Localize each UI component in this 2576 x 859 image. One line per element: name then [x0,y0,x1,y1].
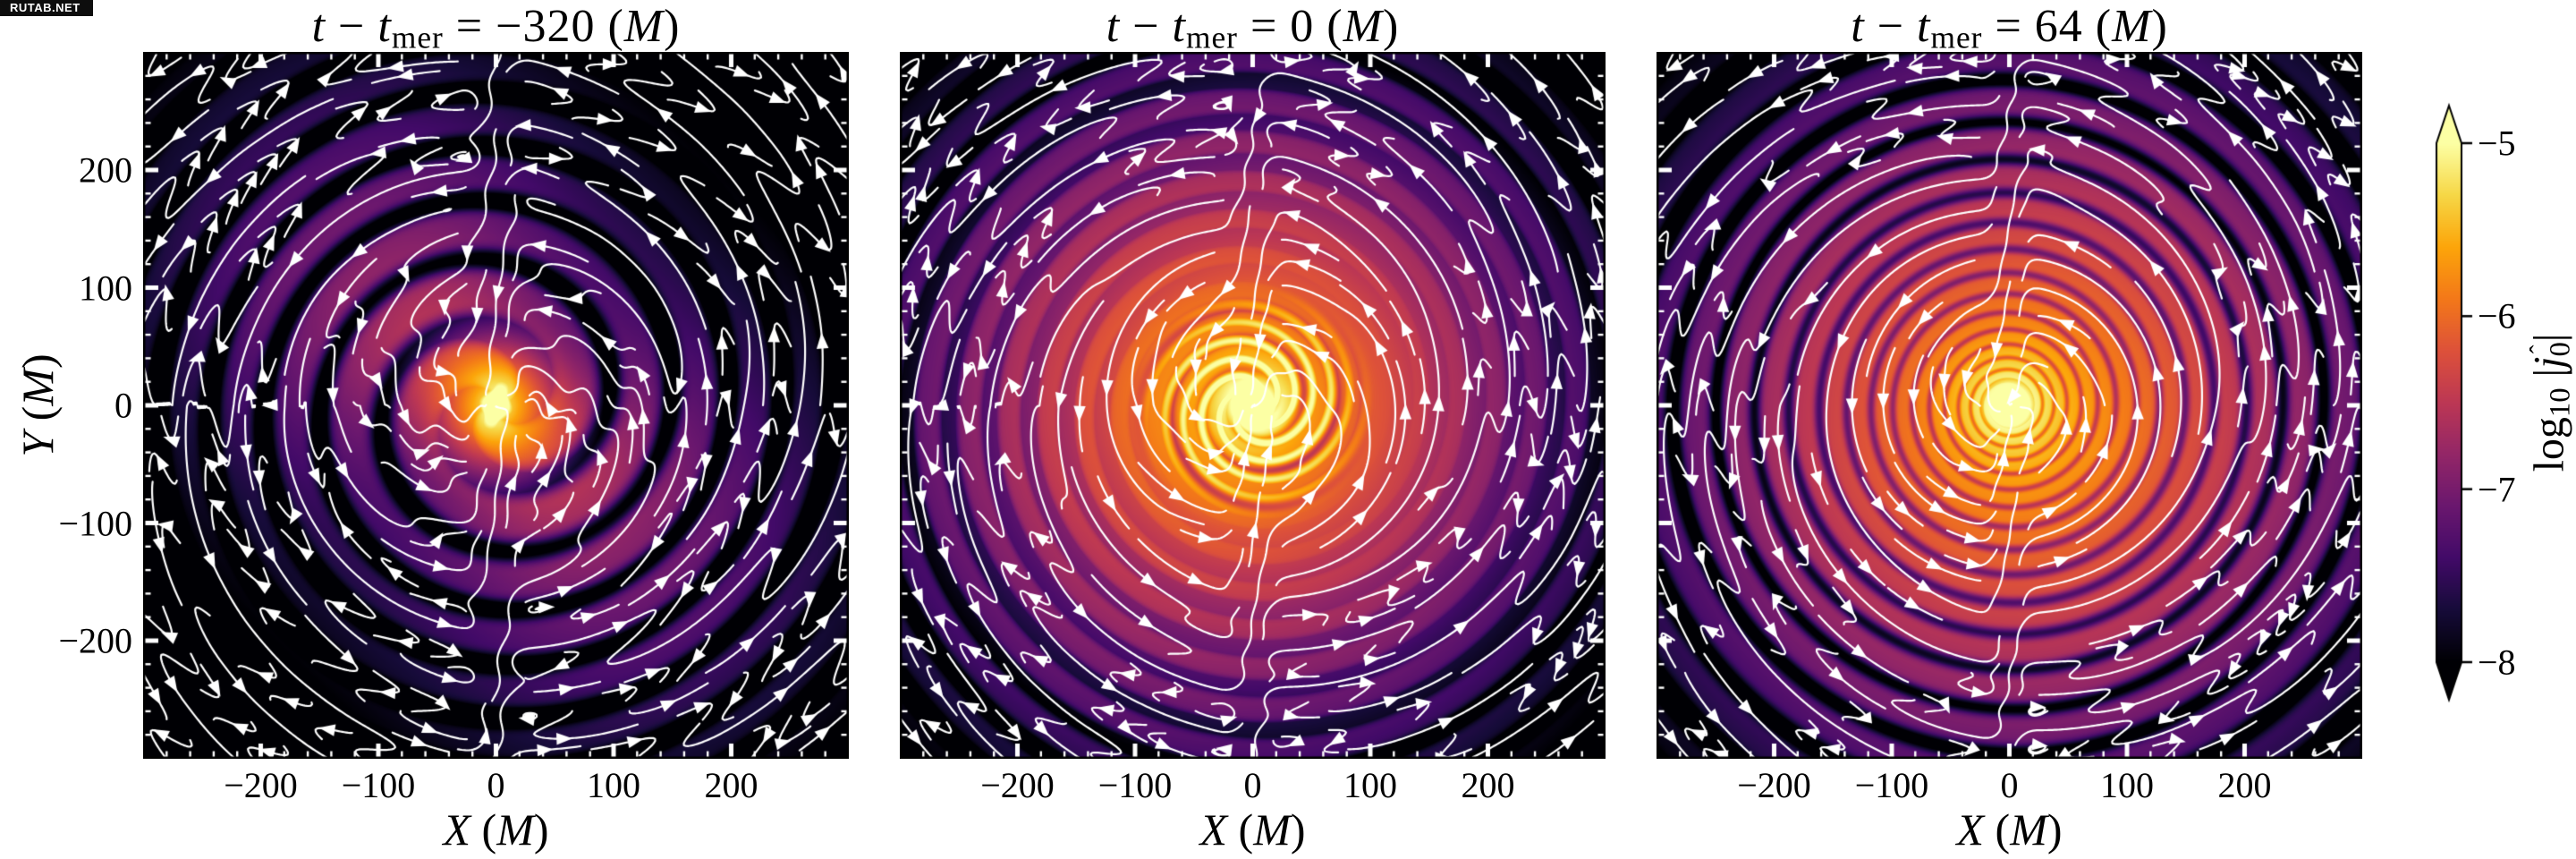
math-token: − [1120,1,1173,52]
math-token: M [496,804,534,855]
x-tick-label: 0 [1243,765,1262,805]
math-token: X [443,804,471,855]
math-token: = −320 ( [443,1,624,52]
panel-title-3: t − tmer = 64 (M) [1851,0,2168,56]
x-axis-label: X (M) [443,804,548,855]
math-token: Y [13,431,63,457]
math-token: ( [470,804,497,855]
math-token: − [326,1,378,52]
math-token: j [2525,356,2573,369]
x-tick-label: −200 [224,765,298,805]
colorbar-tick-label: −6 [2478,295,2516,336]
math-token: log [2525,417,2573,472]
x-tick-label: 200 [704,765,758,805]
math-token: t [377,1,392,52]
watermark-text: RUTAB.NET [10,1,80,14]
math-token: t [1172,1,1186,52]
watermark-badge: RUTAB.NET [0,0,93,16]
x-axis-label: X (M) [1956,804,2062,855]
math-token: ) [1290,804,1306,855]
math-token: ) [2151,1,2168,52]
math-token: ) [1382,1,1400,52]
math-token: ( [1227,804,1254,855]
x-tick-label: −200 [980,765,1055,805]
x-tick-label: 0 [487,765,505,805]
math-token: mer [1930,19,1983,55]
colorbar [2419,102,2490,764]
math-token: M [2010,804,2047,855]
x-axis-label: X (M) [1199,804,1305,855]
x-tick-label: −100 [1854,765,1929,805]
y-tick-label: 200 [79,149,132,191]
colorbar-tick-label: −8 [2478,642,2516,683]
math-token: mer [1185,19,1238,55]
panel-title-1: t − tmer = −320 (M) [312,0,681,56]
math-token: X [1199,804,1228,855]
x-tick-label: −100 [1097,765,1173,805]
math-token: ( [13,405,63,432]
y-tick-label: 100 [79,268,132,308]
panel-title-2: t − tmer = 0 (M) [1106,0,1400,56]
math-token: ( [1984,804,2011,855]
math-token: ) [664,1,681,52]
math-token: t [1106,1,1121,52]
math-token: mer [391,19,444,55]
math-token: M [1253,804,1291,855]
y-tick-label: −100 [58,503,132,543]
x-tick-label: −200 [1737,765,1811,805]
math-token: M [1343,1,1383,52]
math-token: ) [2046,804,2063,855]
panel-plot-3 [1657,52,2362,759]
math-token: X [1956,804,1985,855]
y-tick-label: 0 [114,385,132,426]
x-tick-label: 200 [1461,765,1515,805]
math-token: | [2525,368,2573,388]
math-token: | [2525,333,2573,343]
math-token: t [1851,1,1865,52]
math-token: M [13,369,63,406]
math-token: t [1917,1,1931,52]
math-token: M [623,1,665,52]
math-token: M [2112,1,2152,52]
math-token: ) [533,804,549,855]
math-token: = 0 ( [1237,1,1343,52]
x-tick-label: 200 [2217,765,2272,805]
y-tick-label: −200 [58,620,132,661]
panel-plot-2 [900,52,1606,759]
math-token: ) [13,353,63,370]
math-token: = 64 ( [1982,1,2113,52]
x-tick-label: 100 [587,765,640,805]
x-tick-label: 100 [2100,765,2154,805]
y-axis-label: Y (M) [12,353,64,456]
math-token: 10 [2544,387,2576,418]
math-token: − [1864,1,1918,52]
x-tick-label: 0 [2000,765,2019,805]
x-tick-label: −100 [341,765,416,805]
colorbar-tick-label: −7 [2478,469,2516,510]
colorbar-tick-label: −5 [2478,123,2516,164]
panel-plot-1 [143,52,849,759]
math-token: t [311,1,326,52]
x-tick-label: 100 [1343,765,1397,805]
hat-accent: ˆ [2526,344,2555,354]
colorbar-label: log10 |j ˆ 0| [2525,334,2576,472]
